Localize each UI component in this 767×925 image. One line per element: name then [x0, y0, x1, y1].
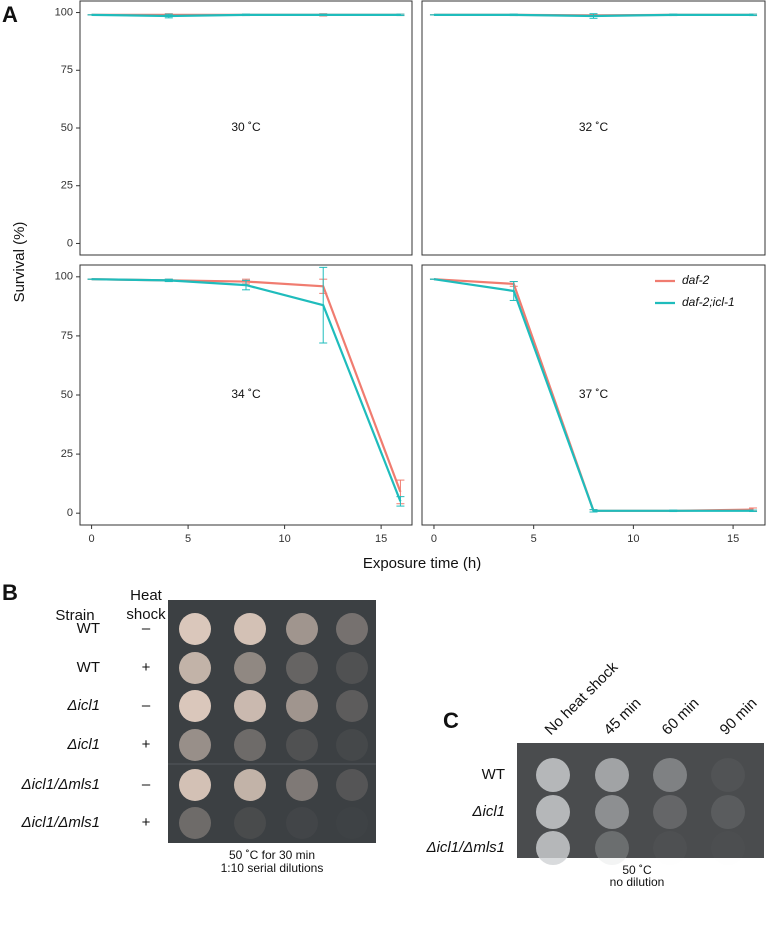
heat-sign: +: [142, 814, 151, 831]
colony-spot: [336, 690, 368, 722]
colony-spot: [234, 690, 266, 722]
panel-frame: [421, 0, 766, 256]
y-tick-label: 0: [67, 237, 73, 249]
colony-spot: [286, 729, 318, 761]
strain-label: Δicl1/Δmls1: [426, 839, 505, 856]
heat-sign: –: [142, 697, 151, 714]
series-line: [91, 13, 401, 18]
colony-spot: [595, 758, 629, 792]
caption: 50 ˚C for 30 min: [229, 848, 315, 862]
colony-spot: [286, 613, 318, 645]
x-tick-label: 5: [185, 533, 191, 545]
legend-label: daf-2;icl-1: [682, 295, 735, 309]
strain-label: WT: [77, 620, 100, 637]
colony-spot: [286, 769, 318, 801]
colony-spot: [711, 831, 745, 865]
panel-label: A: [2, 2, 18, 27]
panel-frame: [421, 264, 766, 526]
strain-label: Δicl1: [471, 803, 505, 820]
colony-spot: [234, 769, 266, 801]
x-tick-label: 0: [431, 533, 437, 545]
x-tick-label: 15: [727, 533, 739, 545]
y-tick-label: 0: [67, 507, 73, 519]
y-tick-label: 75: [61, 64, 73, 76]
colony-spot: [179, 690, 211, 722]
heat-sign: –: [142, 776, 151, 793]
caption: 50 ˚C: [622, 863, 652, 877]
colony-spot: [234, 613, 266, 645]
colony-spot: [336, 769, 368, 801]
colony-spot: [336, 613, 368, 645]
heat-sign: +: [142, 736, 151, 753]
y-tick-label: 25: [61, 180, 73, 192]
strain-label: Δicl1: [66, 736, 100, 753]
x-tick-label: 0: [89, 533, 95, 545]
y-axis-label: Survival (%): [11, 222, 28, 303]
strain-label: Δicl1/Δmls1: [21, 776, 100, 793]
panel-label: C: [443, 708, 459, 733]
panel-label: B: [2, 580, 18, 605]
strain-label: Δicl1/Δmls1: [21, 814, 100, 831]
colony-spot: [179, 807, 211, 839]
colony-spot: [536, 758, 570, 792]
colony-spot: [234, 807, 266, 839]
column-header: Heat: [130, 587, 163, 604]
colony-spot: [595, 831, 629, 865]
colony-spot: [286, 690, 318, 722]
series-line: [433, 278, 754, 512]
colony-spot: [234, 652, 266, 684]
panel-annotation: 32 ˚C: [579, 120, 609, 134]
colony-spot: [536, 831, 570, 865]
column-header: 45 min: [601, 695, 645, 739]
series-line: [91, 278, 402, 502]
strain-label: Δicl1: [66, 697, 100, 714]
x-axis-label: Exposure time (h): [363, 555, 481, 572]
heat-sign: –: [142, 620, 151, 637]
series-line: [433, 13, 754, 18]
colony-spot: [336, 729, 368, 761]
strain-label: WT: [77, 659, 100, 676]
colony-spot: [711, 795, 745, 829]
y-tick-label: 100: [55, 6, 73, 18]
column-header: 90 min: [717, 695, 761, 739]
colony-spot: [536, 795, 570, 829]
colony-spot: [179, 769, 211, 801]
column-header: Strain: [55, 607, 94, 624]
y-tick-label: 100: [55, 271, 73, 283]
y-tick-label: 75: [61, 330, 73, 342]
panel-annotation: 30 ˚C: [231, 120, 261, 134]
colony-spot: [653, 758, 687, 792]
column-header: shock: [126, 606, 166, 623]
strain-label: WT: [482, 766, 505, 783]
colony-spot: [179, 613, 211, 645]
caption: 1:10 serial dilutions: [221, 861, 324, 875]
panel-annotation: 37 ˚C: [579, 387, 609, 401]
x-tick-label: 5: [531, 533, 537, 545]
colony-spot: [711, 758, 745, 792]
colony-spot: [179, 652, 211, 684]
colony-spot: [595, 795, 629, 829]
x-tick-label: 15: [375, 533, 387, 545]
colony-spot: [179, 729, 211, 761]
colony-spot: [336, 652, 368, 684]
heat-sign: +: [142, 659, 151, 676]
y-tick-label: 50: [61, 389, 73, 401]
caption: no dilution: [610, 875, 665, 889]
colony-spot: [336, 807, 368, 839]
y-tick-label: 25: [61, 448, 73, 460]
panel-annotation: 34 ˚C: [231, 387, 261, 401]
legend-label: daf-2: [682, 273, 710, 287]
y-tick-label: 50: [61, 122, 73, 134]
colony-spot: [286, 807, 318, 839]
x-tick-label: 10: [627, 533, 639, 545]
colony-spot: [234, 729, 266, 761]
x-tick-label: 10: [278, 533, 290, 545]
colony-spot: [653, 795, 687, 829]
colony-spot: [286, 652, 318, 684]
column-header: 60 min: [659, 695, 703, 739]
colony-spot: [653, 831, 687, 865]
